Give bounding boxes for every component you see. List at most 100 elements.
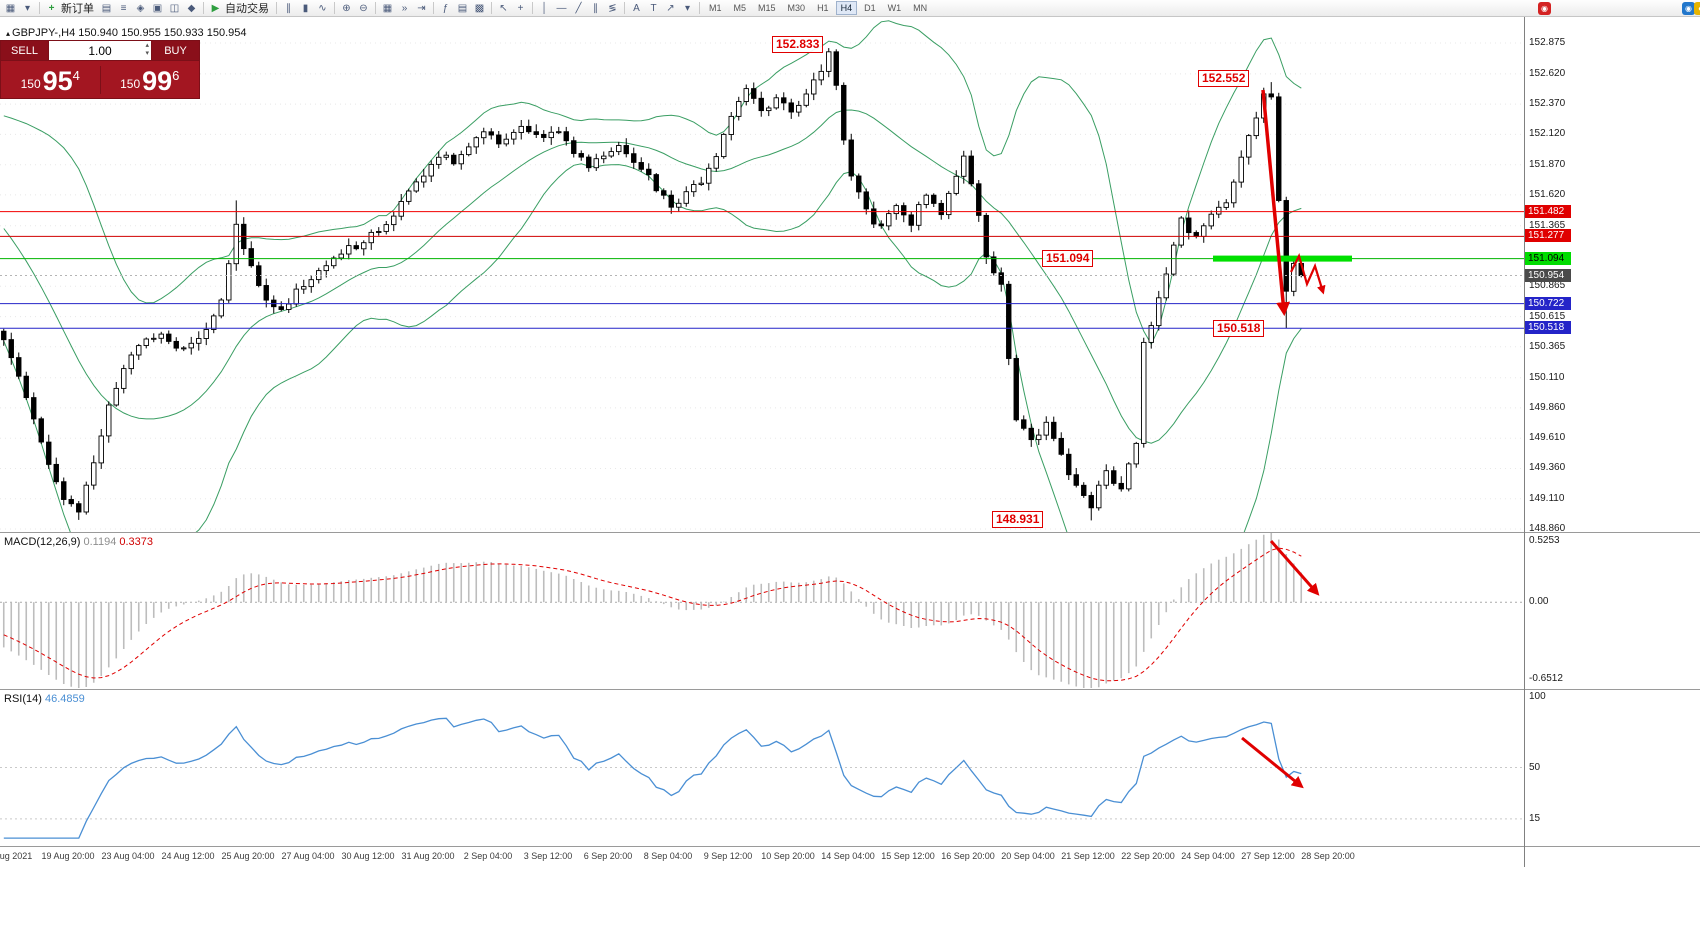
rsi-indicator-chart[interactable] (0, 690, 1524, 845)
sell-button[interactable]: SELL (1, 41, 49, 60)
panel-separator[interactable] (0, 532, 1700, 533)
panel-separator[interactable] (0, 689, 1700, 690)
time-label: 9 Sep 12:00 (703, 851, 753, 861)
buy-price-big: 99 (142, 65, 173, 96)
market-watch-icon[interactable]: ≡ (120, 2, 127, 14)
new-chart-icon[interactable]: ▦ (5, 2, 16, 14)
rsi-scale-label: 100 (1529, 691, 1546, 702)
time-label: 30 Aug 12:00 (341, 851, 395, 861)
templates-icon[interactable]: ▩ (474, 2, 485, 14)
indicators-list-icon[interactable]: ƒ (442, 2, 449, 14)
label-tool-icon[interactable]: T (650, 2, 657, 14)
timeframe-m1[interactable]: M1 (709, 3, 722, 13)
chart-shift-icon[interactable]: ⇥ (417, 2, 426, 14)
bar-chart-mode-icon[interactable]: ∥ (286, 2, 291, 14)
timeframe-d1[interactable]: D1 (864, 3, 876, 13)
terminal-icon[interactable]: ▣ (152, 2, 163, 14)
volume-up-button[interactable]: ▴ (145, 42, 149, 49)
symbol-marker-icon: ▴ (6, 29, 11, 38)
time-label: 20 Sep 04:00 (1001, 851, 1055, 861)
candlestick-chart[interactable] (0, 17, 1524, 532)
tile-windows-icon[interactable]: ▦ (382, 2, 393, 14)
time-label: 31 Aug 20:00 (401, 851, 455, 861)
macd-indicator-chart[interactable] (0, 533, 1524, 688)
price-annotation[interactable]: 150.518 (1213, 320, 1265, 337)
chart-header: ▴ GBPJPY-,H4 150.940 150.955 150.933 150.… (6, 27, 246, 39)
arrow-dropdown-icon[interactable]: ▾ (684, 2, 691, 14)
zoom-out-icon[interactable]: ⊖ (359, 2, 368, 14)
profiles-icon[interactable]: ▤ (101, 2, 112, 14)
rsi-scale[interactable]: 100 50 15 (1524, 689, 1700, 846)
time-axis[interactable]: 18 Aug 2021 19 Aug 20:00 23 Aug 04:00 24 Au… (0, 847, 1700, 867)
timeframe-h1[interactable]: H1 (817, 3, 829, 13)
chart-dropdown-icon[interactable]: ▾ (24, 2, 31, 14)
chart-ohlc-values: 150.940 150.955 150.933 150.954 (78, 27, 247, 39)
line-chart-mode-icon[interactable]: ∿ (318, 2, 327, 14)
time-label: 14 Sep 04:00 (821, 851, 875, 861)
panel-separator[interactable] (0, 846, 1700, 847)
timeframe-h4[interactable]: H4 (835, 1, 858, 15)
news-alert-icon[interactable]: ◉ (1538, 2, 1551, 15)
crosshair-tool-icon[interactable]: + (517, 2, 524, 14)
sell-price-display[interactable]: 150 95 4 (1, 63, 100, 97)
auto-scroll-icon[interactable]: » (401, 2, 408, 14)
green-highlight-segment[interactable] (1213, 255, 1352, 262)
community-icon[interactable]: ◉ (1682, 2, 1695, 15)
time-label: 22 Sep 20:00 (1121, 851, 1175, 861)
price-annotation[interactable]: 152.552 (1198, 70, 1250, 87)
time-label: 6 Sep 20:00 (583, 851, 633, 861)
period-list-icon[interactable]: ▤ (457, 2, 468, 14)
macd-main-value: 0.1194 (83, 536, 117, 548)
rsi-label: RSI(14) 46.4859 (4, 693, 85, 705)
price-tick-label: 152.370 (1529, 98, 1566, 109)
horizontal-line-tool-icon[interactable]: ― (556, 2, 567, 14)
price-line-badge: 150.722 (1524, 297, 1571, 310)
trendline-tool-icon[interactable]: ╱ (575, 2, 582, 14)
price-tick-label: 149.860 (1529, 402, 1566, 413)
volume-field[interactable]: 1.00 ▴ ▾ (49, 41, 151, 60)
chart-symbol-period: GBPJPY-,H4 (12, 27, 76, 39)
time-label: 18 Aug 2021 (0, 851, 33, 861)
text-tool-icon[interactable]: A (633, 2, 640, 14)
rsi-scale-label: 50 (1529, 762, 1541, 773)
macd-scale[interactable]: 0.5253 0.00 -0.6512 (1524, 532, 1700, 689)
channel-tool-icon[interactable]: ∥ (593, 2, 598, 14)
metaeditor-icon[interactable]: ◆ (187, 2, 196, 14)
cursor-tool-icon[interactable]: ↖ (499, 2, 508, 14)
time-label: 3 Sep 12:00 (523, 851, 573, 861)
candlestick-mode-icon[interactable]: ▮ (302, 2, 309, 14)
volume-down-button[interactable]: ▾ (145, 50, 149, 57)
price-scale[interactable]: 152.875 152.620 152.370 152.120 151.870 151.6… (1524, 17, 1700, 534)
sell-price-prefix: 150 (20, 76, 41, 91)
timeframe-m5[interactable]: M5 (733, 3, 747, 13)
strategy-tester-icon[interactable]: ◫ (169, 2, 180, 14)
autotrade-icon[interactable]: ▶ (211, 2, 220, 14)
new-order-icon[interactable]: + (48, 2, 55, 14)
buy-price-pip: 6 (172, 67, 180, 83)
arrows-tool-icon[interactable]: ↗ (666, 2, 675, 14)
new-order-button[interactable]: 新订单 (61, 3, 94, 15)
timeframe-w1[interactable]: W1 (887, 3, 902, 13)
vertical-line-tool-icon[interactable]: │ (541, 2, 548, 14)
scale-separator (1524, 17, 1525, 867)
fibonacci-tool-icon[interactable]: ≶ (608, 2, 617, 14)
price-tick-label: 151.365 (1529, 220, 1566, 231)
bollinger-middle-band[interactable] (3, 109, 1302, 444)
buy-price-display[interactable]: 150 99 6 (101, 63, 200, 97)
price-annotation[interactable]: 151.094 (1042, 250, 1094, 267)
timeframe-m15[interactable]: M15 (758, 3, 776, 13)
bollinger-lower-band[interactable] (3, 163, 1302, 532)
price-annotation[interactable]: 148.931 (992, 511, 1044, 528)
timeframe-m30[interactable]: M30 (787, 3, 806, 13)
bollinger-upper-band[interactable] (3, 20, 1302, 346)
navigator-icon[interactable]: ◈ (136, 2, 145, 14)
autotrade-button[interactable]: 自动交易 (225, 3, 269, 15)
price-annotation[interactable]: 152.833 (772, 36, 824, 53)
price-line-badge: 151.482 (1524, 205, 1571, 218)
macd-label: MACD(12,26,9) 0.1194 0.3373 (4, 536, 154, 548)
timeframe-mn[interactable]: MN (913, 3, 928, 13)
buy-button[interactable]: BUY (151, 41, 199, 60)
price-line-badge: 151.094 (1524, 252, 1571, 265)
notifications-icon[interactable]: ● (1694, 2, 1700, 15)
zoom-in-icon[interactable]: ⊕ (342, 2, 351, 14)
